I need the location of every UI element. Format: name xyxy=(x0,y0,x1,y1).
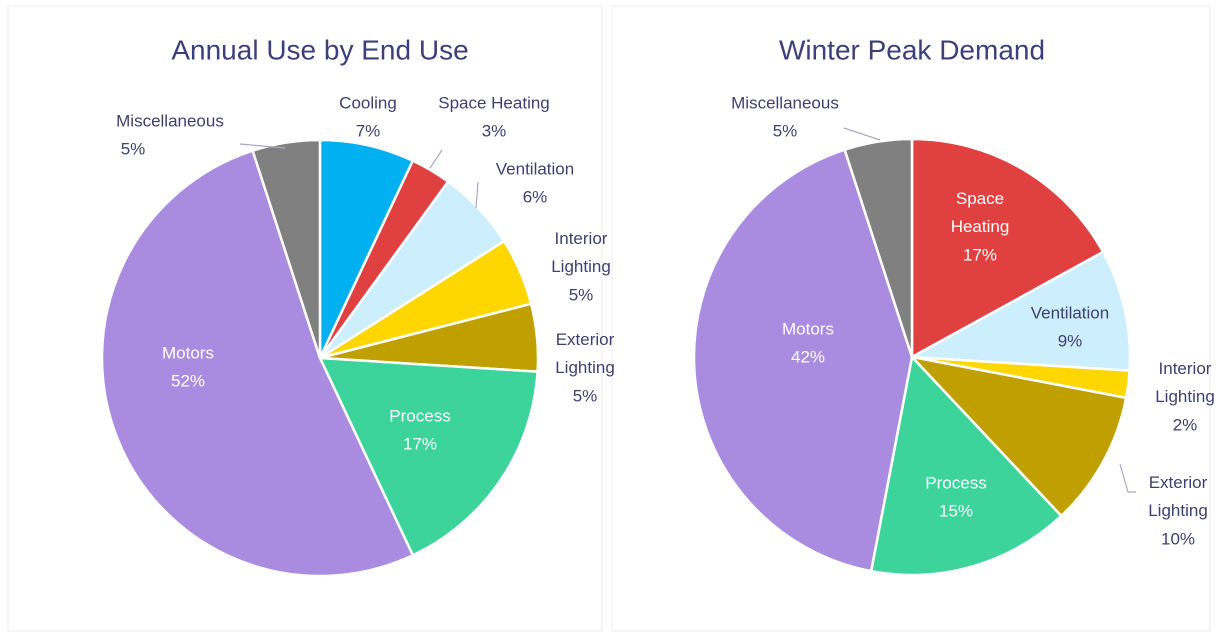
slice-label: Process xyxy=(389,406,450,425)
pie-slice xyxy=(251,138,322,359)
value-label: 17% xyxy=(963,245,997,264)
slice-label: Motors xyxy=(162,343,214,362)
value-label: 52% xyxy=(171,371,205,390)
value-label: 5% xyxy=(569,285,594,304)
slice-label: Interior Lighting xyxy=(1155,359,1215,406)
slice-label: Exterior Lighting xyxy=(1148,473,1208,520)
value-label: 10% xyxy=(1161,529,1195,548)
value-label: 15% xyxy=(939,501,973,520)
value-label: 5% xyxy=(121,139,146,158)
leader-line xyxy=(843,127,881,141)
leader-line xyxy=(429,149,443,169)
value-label: 5% xyxy=(773,121,798,140)
value-label: 42% xyxy=(791,347,825,366)
slice-label: Space Heating xyxy=(438,93,550,112)
slice-label: Miscellaneous xyxy=(116,111,224,130)
chart-title: Annual Use by End Use xyxy=(171,34,468,65)
pie-slice xyxy=(692,148,914,573)
slice-label: Exterior Lighting xyxy=(555,330,615,377)
slice-label: Miscellaneous xyxy=(731,93,839,112)
pie-slice xyxy=(317,356,539,557)
slice-label: Cooling xyxy=(339,93,397,112)
value-label: 2% xyxy=(1173,415,1198,434)
value-label: 7% xyxy=(356,121,381,140)
slice-label: Ventilation xyxy=(1031,303,1109,322)
chart-title: Winter Peak Demand xyxy=(779,34,1045,65)
leader-line xyxy=(239,143,286,149)
slice-label: Process xyxy=(925,473,986,492)
leader-line xyxy=(1119,463,1136,493)
value-label: 9% xyxy=(1058,331,1083,350)
pie-slice xyxy=(908,355,1128,518)
value-label: 17% xyxy=(403,434,437,453)
value-label: 5% xyxy=(573,386,598,405)
slice-label: Interior Lighting xyxy=(551,229,611,276)
slice-label: Space Heating xyxy=(951,189,1010,236)
value-label: 6% xyxy=(523,187,548,206)
slice-label: Motors xyxy=(782,319,834,338)
pie-slice xyxy=(869,354,1063,577)
slice-label: Ventilation xyxy=(496,159,574,178)
pie-slice xyxy=(843,137,914,358)
pie-slice xyxy=(100,149,415,578)
pie-slice xyxy=(907,250,1132,373)
value-label: 3% xyxy=(482,121,507,140)
pie-slice xyxy=(910,137,1105,360)
leader-line xyxy=(475,181,479,209)
